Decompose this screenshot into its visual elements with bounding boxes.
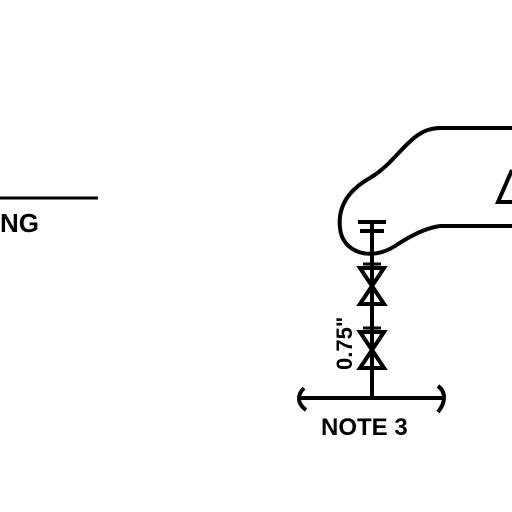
callout-bubble [337,126,512,256]
valve-upper [356,266,388,306]
base-line-right-end [436,384,446,414]
valve-lower [356,330,388,370]
dimension-label: 0.75" [332,317,357,370]
bubble-symbol-partial [494,169,512,204]
note-label: NOTE 3 [321,414,408,441]
label-left-partial: NG [0,208,39,238]
base-line-left-end [297,386,308,412]
